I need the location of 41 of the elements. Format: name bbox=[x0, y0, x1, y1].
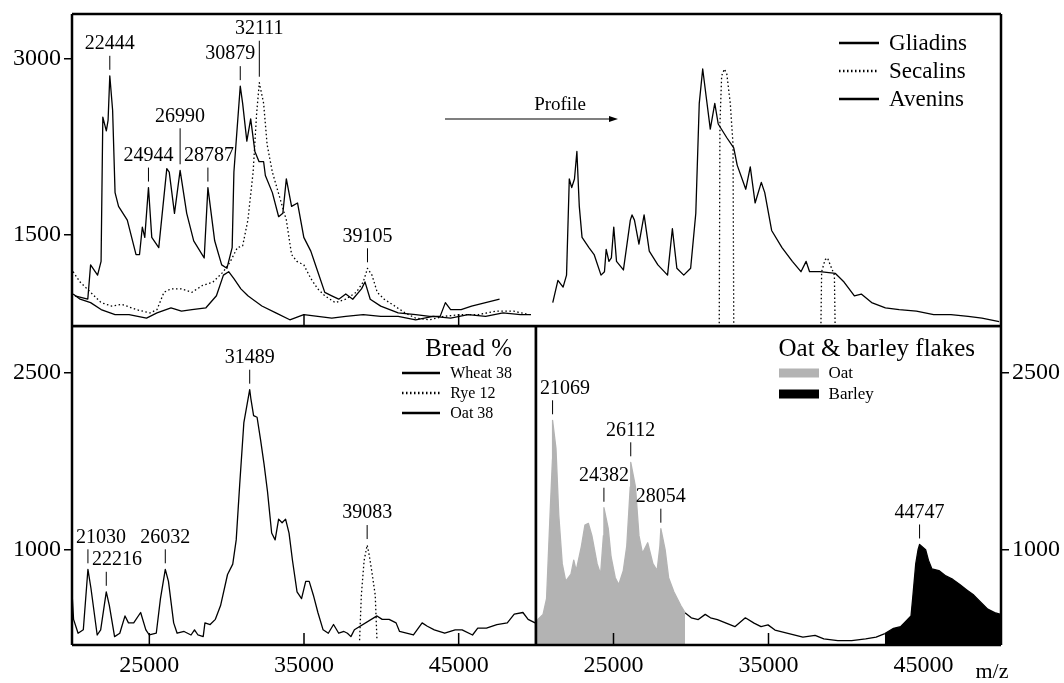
annotation: 24944 bbox=[123, 142, 174, 165]
annotation: Profile bbox=[534, 93, 586, 115]
legend-label: Rye 12 bbox=[450, 383, 496, 402]
annotation: 44747 bbox=[894, 499, 945, 522]
annotation: 21069 bbox=[540, 375, 590, 398]
annotation: 28787 bbox=[184, 142, 235, 165]
annotation: 26112 bbox=[606, 417, 656, 440]
x-tick-label: 45000 bbox=[428, 650, 489, 677]
annotation: 30879 bbox=[205, 41, 256, 64]
annotation: 28054 bbox=[635, 483, 686, 506]
annotation: 24382 bbox=[578, 463, 629, 485]
legend-label: Avenins bbox=[889, 86, 964, 112]
y-tick-label: 1000 bbox=[13, 534, 61, 561]
x-tick-label: 35000 bbox=[274, 650, 334, 677]
x-tick-label: 35000 bbox=[738, 650, 799, 677]
x-tick-label: 25000 bbox=[583, 650, 644, 677]
x-tick-label: 45000 bbox=[893, 650, 954, 677]
legend-label: Gliadins bbox=[889, 30, 967, 56]
annotation: 39083 bbox=[342, 500, 393, 523]
y-tick-label: 1500 bbox=[13, 220, 61, 247]
x-axis-title: m/z bbox=[975, 657, 1009, 683]
y-tick-label: 1000 bbox=[1012, 534, 1060, 561]
legend-label: Wheat 38 bbox=[450, 363, 512, 382]
annotation: 22444 bbox=[84, 31, 135, 54]
annotation: 26032 bbox=[140, 524, 191, 547]
annotation: 32111 bbox=[235, 16, 284, 38]
annotation: 22216 bbox=[91, 547, 142, 570]
y-tick-label: 2500 bbox=[1012, 358, 1060, 385]
legend-label: Oat bbox=[828, 363, 854, 384]
y-tick-label: 3000 bbox=[13, 43, 61, 70]
annotation: 39105 bbox=[342, 223, 393, 246]
y-tick-label: 2500 bbox=[13, 358, 61, 385]
legend-label: Secalins bbox=[889, 58, 966, 84]
annotation: 26990 bbox=[155, 103, 206, 126]
legend-title: Oat & barley flakes bbox=[778, 334, 975, 363]
legend-label: Barley bbox=[828, 384, 874, 405]
annotation: 21030 bbox=[76, 524, 126, 547]
legend-title: Bread % bbox=[424, 334, 512, 363]
x-tick-label: 25000 bbox=[119, 650, 180, 677]
annotation: 31489 bbox=[224, 344, 275, 367]
legend-label: Oat 38 bbox=[450, 403, 494, 422]
